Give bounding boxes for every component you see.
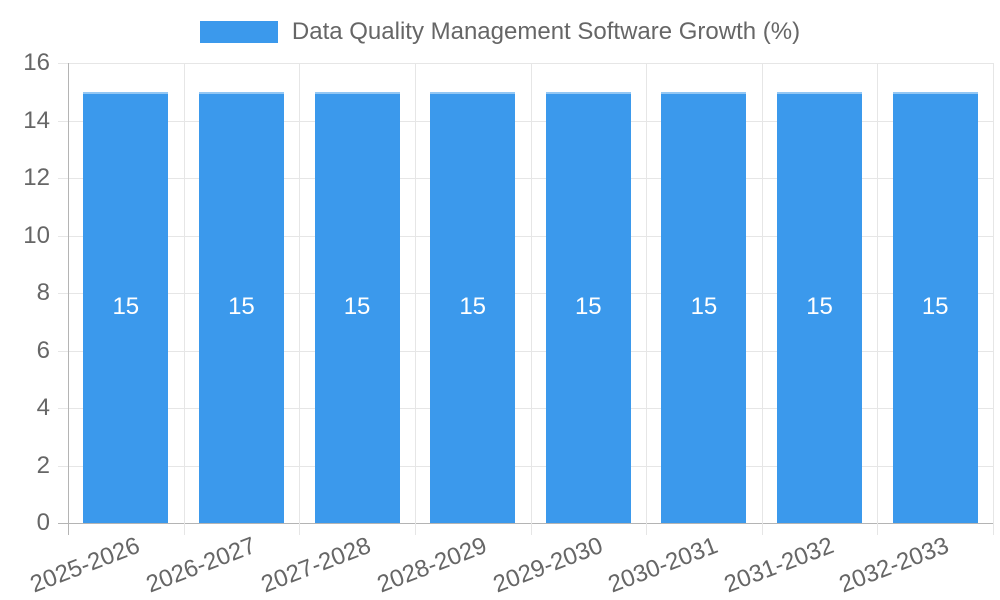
bar-2031-2032[interactable]	[777, 91, 863, 523]
y-axis-tick-label: 2	[36, 451, 50, 479]
x-gridline	[68, 63, 69, 523]
y-axis-tick	[58, 178, 68, 179]
x-axis-tick	[414, 523, 416, 535]
y-axis-tick	[58, 293, 68, 294]
x-axis-tick	[646, 523, 648, 535]
y-axis-tick-label: 6	[36, 336, 50, 364]
bar-2028-2029[interactable]	[430, 91, 516, 523]
x-gridline	[993, 63, 994, 523]
legend-swatch	[199, 21, 278, 43]
bar-2030-2031[interactable]	[661, 91, 747, 523]
x-axis-tick	[183, 523, 185, 535]
y-axis-tick	[58, 63, 68, 64]
y-axis-tick	[58, 465, 68, 467]
x-axis-tick	[993, 523, 994, 535]
x-axis-category-label: 2031-2032	[720, 532, 838, 599]
y-axis-tick-label: 16	[23, 49, 50, 76]
x-axis-category-label: 2032-2033	[836, 532, 953, 599]
x-axis-category-label: 2029-2030	[489, 532, 606, 599]
x-axis-tick	[299, 523, 301, 535]
y-axis-tick	[58, 523, 68, 524]
x-gridline	[414, 63, 416, 523]
x-axis-tick	[877, 523, 879, 535]
y-axis-tick-label: 14	[23, 106, 50, 134]
x-axis-category-label: 2028-2029	[373, 532, 491, 599]
x-gridline	[299, 63, 301, 523]
x-gridline	[646, 63, 648, 523]
y-axis-tick	[58, 235, 68, 237]
bar-2025-2026[interactable]	[83, 91, 169, 523]
x-axis-category-label: 2030-2031	[604, 532, 722, 599]
chart-legend[interactable]: Data Quality Management Software Growth …	[0, 18, 1000, 46]
x-gridline	[761, 63, 763, 523]
x-axis-tick	[68, 523, 69, 535]
x-gridline	[877, 63, 879, 523]
x-axis-category-label: 2027-2028	[257, 532, 375, 599]
bar-2027-2028[interactable]	[314, 91, 400, 523]
bar-2026-2027[interactable]	[198, 91, 284, 523]
y-axis-tick-label: 4	[36, 394, 50, 421]
chart-title: Data Quality Management Software Growth …	[291, 18, 801, 45]
x-axis-category-label: 2025-2026	[26, 532, 144, 599]
bar-2032-2033[interactable]	[892, 91, 978, 523]
x-axis-tick	[530, 523, 532, 535]
y-axis-tick-label: 10	[23, 221, 50, 249]
bar-2029-2030[interactable]	[545, 91, 631, 523]
y-axis-tick	[58, 408, 68, 409]
y-axis-tick	[58, 350, 68, 352]
x-gridline	[530, 63, 532, 523]
y-axis-tick	[58, 120, 68, 122]
y-axis-tick-label: 0	[36, 509, 50, 536]
x-axis-tick	[761, 523, 763, 535]
y-axis-tick-label: 8	[36, 279, 50, 306]
x-axis-category-label: 2026-2027	[142, 532, 260, 599]
x-gridline	[183, 63, 185, 523]
y-axis-tick-label: 12	[23, 164, 50, 191]
